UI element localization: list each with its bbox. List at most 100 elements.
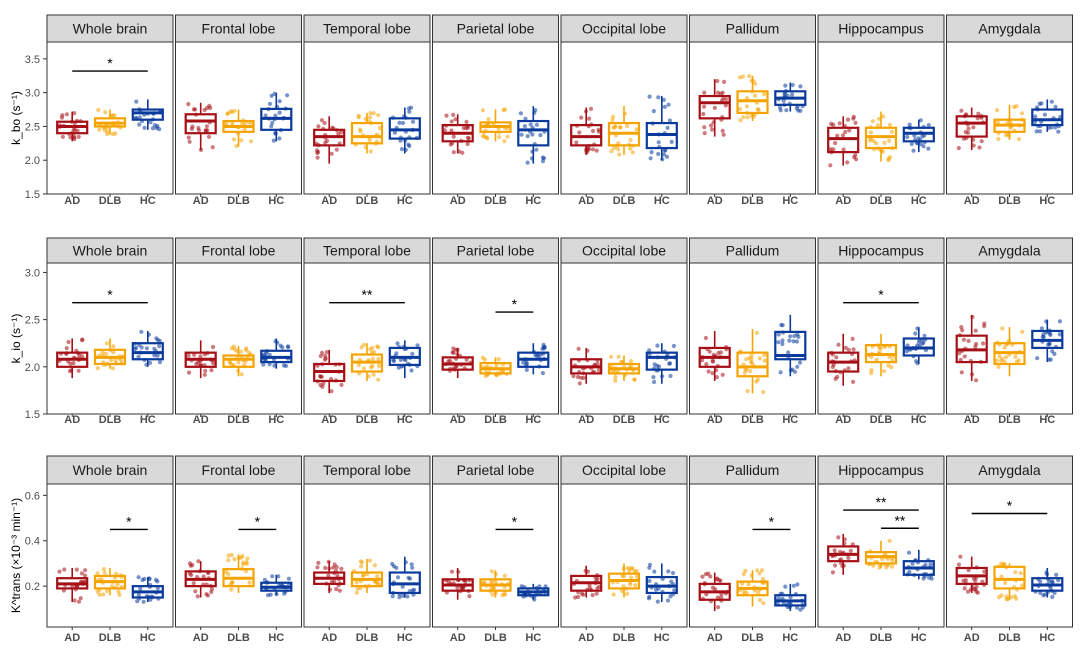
data-point — [831, 147, 836, 152]
box-dlb — [864, 538, 898, 570]
data-point — [973, 328, 978, 333]
data-point — [1057, 319, 1062, 324]
box-ad — [570, 565, 603, 600]
x-tick-label: HC — [1039, 195, 1055, 207]
significance-label: * — [512, 513, 518, 529]
data-point — [647, 578, 652, 584]
x-tick-label: AD — [707, 195, 723, 207]
facet-strip — [46, 455, 174, 485]
data-point — [244, 348, 249, 353]
data-point — [198, 354, 203, 359]
data-point — [518, 111, 524, 116]
box-dlb — [736, 568, 769, 607]
data-point — [142, 125, 147, 130]
data-point — [926, 575, 932, 580]
box-dlb — [93, 567, 127, 598]
data-point — [1054, 572, 1059, 578]
data-point — [241, 562, 246, 567]
data-point — [525, 160, 530, 165]
data-point — [155, 586, 160, 591]
data-point — [80, 337, 85, 342]
data-point — [886, 363, 891, 368]
data-point — [64, 346, 69, 351]
facet-strip — [175, 237, 302, 264]
data-point — [455, 585, 460, 590]
data-point — [210, 344, 216, 350]
data-point — [390, 594, 395, 599]
data-point — [869, 368, 874, 373]
data-point — [743, 367, 748, 372]
data-point — [339, 130, 344, 135]
data-point — [480, 108, 485, 113]
box-dlb — [993, 104, 1026, 142]
facet-strip-label: Whole brain — [73, 21, 148, 37]
x-tick-label: HC — [654, 414, 670, 426]
data-point — [209, 589, 214, 595]
facet-strip — [946, 14, 1073, 43]
data-point — [702, 125, 707, 130]
data-point — [741, 571, 746, 577]
data-point — [155, 579, 160, 584]
box-dlb — [479, 107, 512, 144]
data-point — [240, 121, 245, 126]
data-point — [1014, 359, 1020, 364]
data-point — [1041, 332, 1046, 337]
x-tick-label: AD — [707, 632, 723, 644]
data-point — [406, 575, 411, 580]
data-point — [973, 578, 978, 584]
data-point — [489, 586, 494, 591]
data-point — [368, 111, 373, 116]
data-point — [1035, 356, 1040, 361]
box-iqr — [698, 94, 731, 120]
facet-panel: Parietal lobe AD DLB HC * — [432, 455, 559, 644]
data-point — [1037, 129, 1043, 134]
data-point — [666, 569, 671, 574]
x-tick-label: HC — [654, 632, 670, 644]
y-tick-label: 2.5 — [25, 315, 40, 327]
data-point — [745, 389, 750, 394]
data-point — [783, 83, 788, 88]
data-point — [779, 322, 784, 328]
data-point — [874, 141, 879, 146]
facet-panel: Hippocampus AD DLB HC * — [817, 237, 945, 426]
data-point — [203, 368, 208, 373]
data-point — [71, 361, 76, 366]
data-point — [752, 93, 758, 98]
data-point — [465, 141, 470, 147]
data-point — [141, 599, 146, 604]
data-point — [136, 354, 141, 359]
data-point — [376, 113, 381, 118]
box-ad — [955, 107, 988, 151]
data-point — [323, 565, 328, 571]
data-point — [76, 134, 81, 139]
data-point — [157, 338, 162, 343]
facet-strip — [817, 14, 945, 43]
data-point — [778, 370, 783, 375]
data-point — [1004, 596, 1009, 602]
data-point — [285, 93, 290, 98]
data-point — [921, 144, 926, 149]
box-iqr — [645, 351, 678, 371]
data-point — [647, 94, 652, 99]
data-point — [534, 122, 540, 127]
data-point — [852, 155, 857, 160]
significance-label: * — [107, 287, 113, 303]
x-tick-label: DLB — [227, 632, 250, 644]
data-point — [525, 134, 530, 139]
data-point — [616, 141, 621, 146]
data-point — [318, 374, 323, 379]
facet-strip-label: Occipital lobe — [582, 243, 666, 259]
data-point — [618, 125, 623, 130]
data-point — [743, 568, 748, 574]
data-point — [1050, 580, 1055, 585]
box-ad — [955, 314, 988, 383]
data-point — [744, 357, 749, 362]
data-point — [1002, 345, 1007, 350]
data-point — [632, 569, 637, 574]
data-point — [196, 125, 201, 131]
data-point — [97, 592, 102, 597]
data-point — [229, 587, 234, 592]
x-tick-label: AD — [321, 414, 337, 426]
facet-strip — [303, 455, 431, 485]
data-point — [1034, 129, 1039, 134]
